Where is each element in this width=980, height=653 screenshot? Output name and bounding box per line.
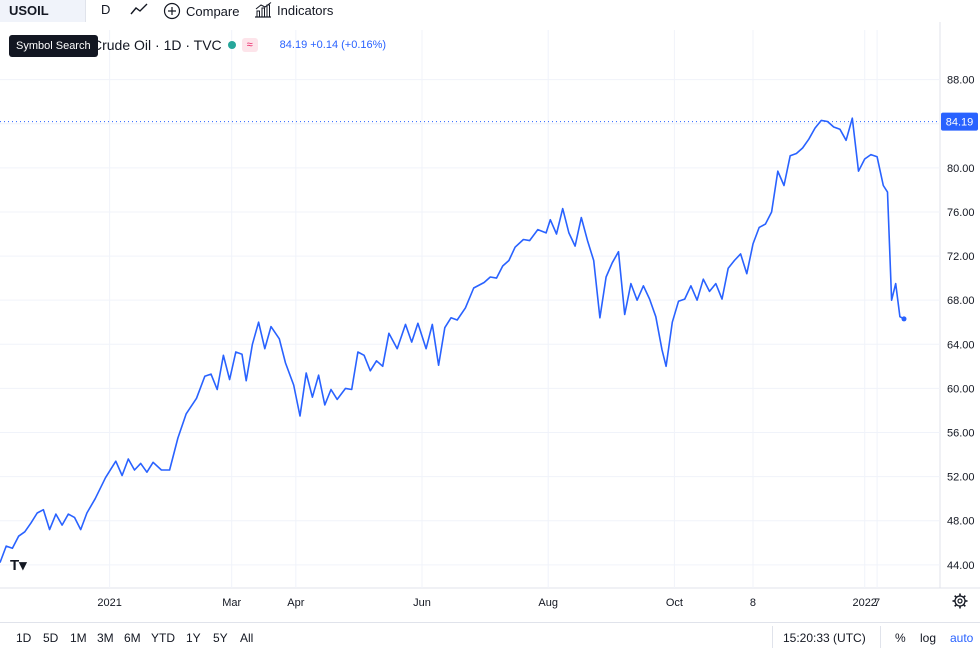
auto-toggle[interactable]: auto [950,631,974,645]
range-button-1m[interactable]: 1M [70,631,87,645]
wave-icon: ≈ [241,38,258,52]
market-open-icon [227,41,236,49]
percent-toggle[interactable]: % [895,631,906,645]
range-button-all[interactable]: All [240,631,254,645]
time-tick-label: Apr [287,597,304,609]
top-toolbar: USOIL D Compare Indicators [0,0,980,22]
symbol-name[interactable]: USOIL [9,3,49,18]
price-chart[interactable]: 44.00 48.00 52.00 56.00 60.00 64.00 68.00 72.00… [0,0,980,622]
separator [772,626,773,648]
price-tick-label: 64.00 [947,339,975,351]
time-tick-label: Jun [413,597,431,609]
price-tick-label: 76.00 [947,207,975,219]
last-point-marker [901,316,907,322]
range-button-ytd[interactable]: YTD [151,631,175,645]
last-price-tag [941,112,978,131]
chart-style-button[interactable] [130,2,148,16]
indicators-label: Indicators [277,2,334,18]
price-line [0,117,905,563]
indicators-button[interactable]: Indicators [254,2,333,18]
range-button-1y[interactable]: 1Y [186,631,201,645]
price-tick-label: 44.00 [947,560,975,572]
gear-tooth [954,603,958,607]
price-scale[interactable]: 44.00 48.00 52.00 56.00 60.00 64.00 68.00 72.00… [947,75,975,572]
time-tick-label: Mar [222,597,241,609]
chart-legend: Crude Oil · 1D · TVC ≈ 84.19 +0.14 (+0.1… [92,37,386,53]
gear-tooth [962,595,966,599]
gear-ring [954,595,966,607]
series-layer [0,117,907,563]
price-tick-label: 72.00 [947,251,975,263]
tradingview-logo-icon[interactable]: T▾ [10,557,27,574]
indicators-icon [255,2,272,18]
symbol-search-box[interactable]: USOIL [0,0,86,22]
interval-button[interactable]: D [101,2,110,17]
time-tick-label: Aug [538,597,558,609]
time-tick-label: 7 [874,597,880,609]
price-tick-label: 88.00 [947,75,975,87]
last-price-tag-label: 84.19 [946,117,974,129]
price-tick-label: 52.00 [947,472,975,484]
range-button-3m[interactable]: 3M [97,631,114,645]
gear-tooth [954,595,958,599]
price-tick-label: 60.00 [947,383,975,395]
price-tick-label: 48.00 [947,516,975,528]
gear-tooth [962,603,966,607]
legend-values: 84.19 +0.14 (+0.16%) [279,39,387,51]
price-tick-label: 68.00 [947,295,975,307]
time-tick-label: Oct [666,597,683,609]
time-tick-label: 2021 [97,597,121,609]
line-chart-icon [130,3,148,15]
separator [880,626,881,648]
range-button-1d[interactable]: 1D [16,631,32,645]
grid-lines [0,22,980,589]
price-tick-label: 80.00 [947,163,975,175]
gear-hub [957,598,963,604]
compare-label: Compare [186,3,240,19]
clock-time[interactable]: 15:20:33 (UTC) [783,631,866,645]
range-button-5d[interactable]: 5D [43,631,59,645]
bottom-toolbar: 1D 5D 1M 3M 6M YTD 1Y 5Y All 15:20:33 (UTC) % lo… [0,622,980,653]
settings-gear-icon[interactable] [952,593,968,609]
range-button-6m[interactable]: 6M [124,631,141,645]
time-tick-label: 8 [750,597,756,609]
price-tick-label: 56.00 [947,428,975,440]
log-toggle[interactable]: log [920,631,937,645]
compare-button[interactable]: Compare [163,2,239,20]
last-price-layer: 84.19 [0,112,978,131]
time-tick-label: 2022 [852,597,876,609]
symbol-search-tooltip: Symbol Search [9,35,98,57]
interval-label: D [101,2,111,17]
legend-title: Crude Oil · 1D · TVC [92,37,222,53]
plus-circle-icon [163,2,181,20]
range-button-5y[interactable]: 5Y [213,631,228,645]
